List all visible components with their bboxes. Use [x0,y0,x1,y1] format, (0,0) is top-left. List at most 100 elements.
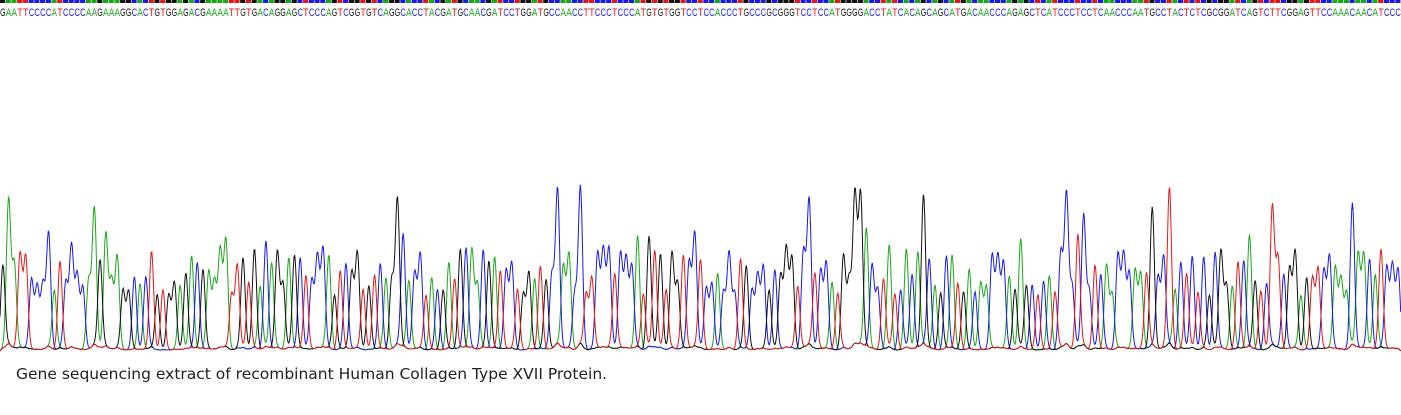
base-tick [1246,0,1252,3]
base-tick [995,0,1001,3]
base-call: G [332,7,338,19]
base-tick [657,0,663,3]
base-tick [97,0,103,3]
base-call: G [841,7,847,19]
base-call: G [172,7,178,19]
base-tick [1258,0,1264,3]
base-tick [114,0,120,3]
base-tick [80,0,86,3]
base-tick [497,0,503,3]
base-tick [794,0,800,3]
base-call: A [978,7,984,19]
base-tick [371,0,377,3]
base-tick [160,0,166,3]
base-call: C [1281,7,1287,19]
base-tick [406,0,412,3]
base-call: C [509,7,515,19]
base-tick [932,0,938,3]
base-call: A [189,7,195,19]
base-call: G [938,7,944,19]
base-tick [1115,0,1121,3]
base-call: C [1212,7,1218,19]
base-call: T [1075,7,1081,19]
base-call: T [1378,7,1384,19]
base-tick [863,0,869,3]
base-tick [823,0,829,3]
base-tick [1109,0,1115,3]
base-call: C [1064,7,1070,19]
base-tick [983,0,989,3]
base-call: A [1109,7,1115,19]
base-call: C [572,7,578,19]
base-tick [337,0,343,3]
base-call: G [1304,7,1310,19]
base-call: C [343,7,349,19]
base-call: T [1184,7,1190,19]
base-call: C [400,7,406,19]
base-tick [1223,0,1229,3]
base-call: T [303,7,309,19]
base-call: T [372,7,378,19]
base-tick [789,0,795,3]
base-call: C [1161,7,1167,19]
base-call: A [1104,7,1110,19]
base-tick [434,0,440,3]
base-call: A [561,7,567,19]
base-call: C [972,7,978,19]
base-tick [920,0,926,3]
base-tick [743,0,749,3]
base-call: C [143,7,149,19]
base-call: A [492,7,498,19]
base-tick [966,0,972,3]
base-tick [1126,0,1132,3]
base-tick [1395,0,1401,3]
base-tick [325,0,332,3]
base-tick [812,0,818,3]
base-call: C [772,7,778,19]
base-call: T [423,7,429,19]
base-tick [291,0,297,3]
base-tick [560,0,566,3]
base-tick [1017,0,1023,3]
base-tick [554,0,560,3]
base-call: C [315,7,321,19]
base-tick [1366,0,1372,3]
base-call: A [137,7,143,19]
base-tick [989,0,995,3]
base-call: G [120,7,126,19]
base-tick [617,0,623,3]
base-call: C [1087,7,1093,19]
base-call: T [892,7,898,19]
base-tick [1029,0,1035,3]
base-tick [880,0,886,3]
base-tick [171,0,177,3]
base-tick [508,0,515,3]
base-tick [909,0,915,3]
base-call: T [738,7,744,19]
base-tick [428,0,434,3]
base-tick [451,0,457,3]
base-call: C [898,7,904,19]
base-call: C [1098,7,1104,19]
base-call: A [949,7,955,19]
base-tick [1120,0,1126,3]
base-call: A [269,7,275,19]
base-tick [629,0,635,3]
base-call: G [520,7,526,19]
base-call: C [749,7,755,19]
base-tick [977,0,983,3]
base-call: C [692,7,698,19]
base-call: G [658,7,664,19]
base-tick [51,0,57,3]
base-call: T [589,7,595,19]
base-tick [108,0,114,3]
base-tick [343,0,349,3]
base-call: G [349,7,355,19]
base-call: G [126,7,132,19]
base-tick [365,0,372,3]
base-tick [663,0,669,3]
base-tick [1263,0,1269,3]
base-call: A [257,7,263,19]
base-call: C [309,7,315,19]
base-call: T [498,7,504,19]
